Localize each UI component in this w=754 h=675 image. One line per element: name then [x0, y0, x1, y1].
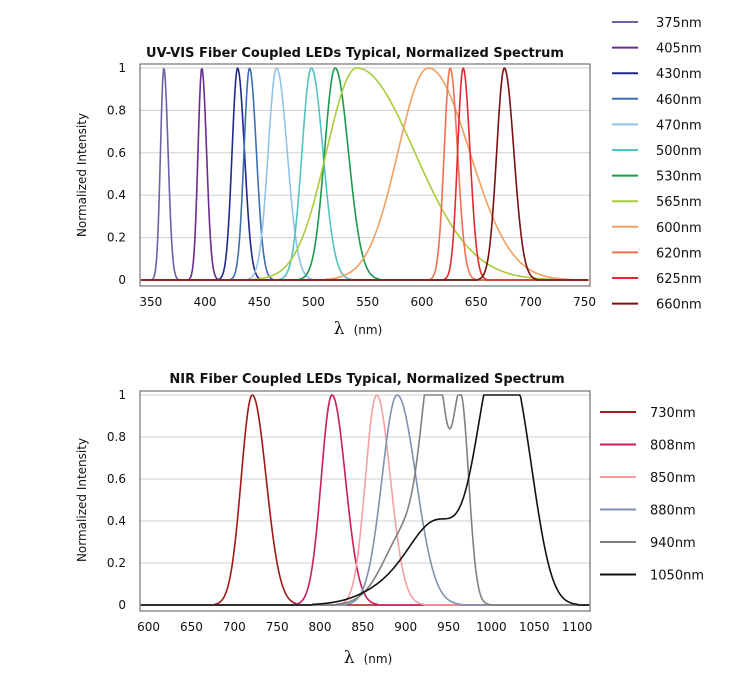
uvvis-legend-label: 565nm: [656, 195, 702, 210]
nir-series-line-730nm: [140, 394, 590, 606]
uvvis-legend-label: 430nm: [656, 67, 702, 82]
nir-series-lines: [140, 394, 590, 606]
nir-legend-label: 1050nm: [650, 569, 704, 584]
nir-ytick-label: 1: [118, 388, 126, 402]
nir-xtick-label: 1000: [476, 620, 507, 634]
uvvis-xtick-label: 400: [194, 295, 217, 309]
nir-title: NIR Fiber Coupled LEDs Typical, Normaliz…: [169, 372, 564, 387]
uvvis-legend-label: 405nm: [656, 42, 702, 57]
nir-xtick-label: 600: [137, 620, 160, 634]
uvvis-xtick-label: 550: [356, 295, 379, 309]
nir-xtick-label: 900: [394, 620, 417, 634]
nir-plot-frame: [139, 390, 591, 612]
nir-series-line-880nm: [140, 394, 590, 606]
uvvis-chart: UV-VIS Fiber Coupled LEDs Typical, Norma…: [75, 16, 702, 339]
nir-xtick-label: 950: [437, 620, 460, 634]
nir-ytick-label: 0.2: [107, 556, 126, 570]
uvvis-ytick-label: 1: [118, 61, 126, 75]
uvvis-legend-label: 500nm: [656, 144, 702, 159]
nir-series-line-1050nm: [140, 394, 590, 606]
nir-ylabel: Normalized Intensity: [75, 438, 89, 562]
uvvis-xtick-label: 650: [465, 295, 488, 309]
nir-legend-label: 808nm: [650, 439, 696, 454]
nir-legend-label: 850nm: [650, 471, 696, 486]
nir-series-line-808nm: [140, 394, 590, 606]
uvvis-legend-label: 460nm: [656, 93, 702, 108]
nir-ytick-label: 0.4: [107, 514, 126, 528]
nir-xlabel: λ (nm): [344, 648, 393, 668]
uvvis-xtick-label: 700: [519, 295, 542, 309]
uvvis-xlabel-unit: (nm): [354, 323, 383, 337]
uvvis-legend-label: 620nm: [656, 246, 702, 261]
nir-xtick-label: 800: [309, 620, 332, 634]
uvvis-xtick-label: 450: [248, 295, 271, 309]
uvvis-legend-label: 470nm: [656, 118, 702, 133]
uvvis-legend-label: 660nm: [656, 298, 702, 313]
nir-y-ticks: 0 0.2 0.4 0.6 0.8 1: [107, 388, 126, 612]
nir-ytick-label: 0.8: [107, 430, 126, 444]
uvvis-ylabel: Normalized Intensity: [75, 113, 89, 237]
nir-ytick-label: 0: [118, 598, 126, 612]
uvvis-series-line-405nm: [141, 68, 589, 281]
nir-xlabel-symbol: λ: [344, 648, 355, 668]
uvvis-xtick-label: 350: [139, 295, 162, 309]
uvvis-y-ticks: 0 0.2 0.4 0.6 0.8 1: [107, 61, 126, 287]
uvvis-title: UV-VIS Fiber Coupled LEDs Typical, Norma…: [146, 46, 564, 61]
nir-series-line-850nm: [140, 394, 590, 606]
uvvis-ytick-label: 0.2: [107, 231, 126, 245]
nir-ytick-label: 0.6: [107, 472, 126, 486]
nir-legend-label: 730nm: [650, 406, 696, 421]
uvvis-xtick-label: 500: [302, 295, 325, 309]
uvvis-ytick-label: 0: [118, 273, 126, 287]
nir-xtick-label: 1100: [562, 620, 593, 634]
nir-xtick-label: 850: [351, 620, 374, 634]
nir-xlabel-unit: (nm): [364, 652, 393, 666]
uvvis-ytick-label: 0.4: [107, 188, 126, 202]
nir-x-ticks: 600 650 700 750 800 850 900 950 1000 1050 1100: [137, 620, 592, 634]
nir-xtick-label: 1050: [519, 620, 550, 634]
uvvis-xtick-label: 750: [573, 295, 596, 309]
uvvis-legend-label: 530nm: [656, 170, 702, 185]
nir-legend-label: 880nm: [650, 504, 696, 519]
nir-xtick-label: 700: [223, 620, 246, 634]
nir-legend: 730nm 808nm 850nm 880nm 940nm 1050nm: [600, 406, 704, 584]
uvvis-x-ticks: 350 400 450 500 550 600 650 700 750: [139, 295, 596, 309]
uvvis-series-lines: [141, 67, 589, 281]
uvvis-legend: 375nm 405nm 430nm 460nm 470nm 500nm 530nm 565nm…: [612, 16, 702, 313]
nir-gridlines: [140, 394, 590, 606]
nir-xtick-label: 650: [180, 620, 203, 634]
uvvis-plot-frame: [139, 63, 591, 287]
nir-legend-label: 940nm: [650, 536, 696, 551]
uvvis-xlabel: λ (nm): [334, 319, 383, 339]
uvvis-series-line-660nm: [141, 67, 589, 281]
nir-chart: NIR Fiber Coupled LEDs Typical, Normaliz…: [75, 372, 704, 668]
nir-xtick-label: 750: [266, 620, 289, 634]
uvvis-legend-label: 600nm: [656, 221, 702, 236]
uvvis-ytick-label: 0.8: [107, 103, 126, 117]
uvvis-legend-label: 625nm: [656, 272, 702, 287]
uvvis-ytick-label: 0.6: [107, 146, 126, 160]
uvvis-xlabel-symbol: λ: [334, 319, 345, 339]
uvvis-legend-label: 375nm: [656, 16, 702, 31]
nir-series-line-940nm: [140, 394, 590, 606]
uvvis-xtick-label: 600: [410, 295, 433, 309]
